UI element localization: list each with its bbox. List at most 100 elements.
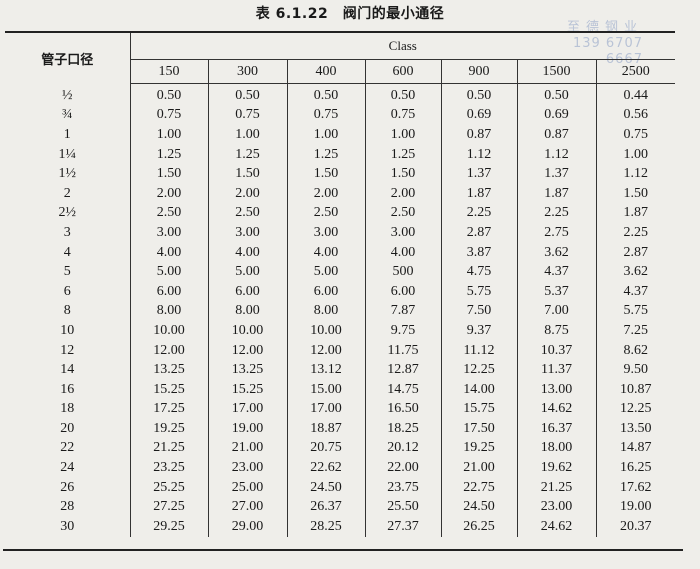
pipe-size-cell: 10: [60, 322, 75, 338]
bore-value-cell: 1.37: [516, 164, 596, 184]
bore-value-cell: 10.00: [129, 321, 208, 341]
bore-value-cell: 5.37: [516, 281, 596, 302]
table-row: 26 25.25 25.00 24.50 23.75 22.75 21.25 17.62: [5, 477, 675, 498]
bore-value-cell: 5.75: [440, 281, 517, 302]
bore-value-cell: 2.87: [440, 223, 517, 243]
bore-value-cell: 2.50: [286, 203, 365, 224]
bore-value-cell: 0.75: [286, 105, 365, 126]
bore-value-cell: 29.25: [129, 517, 208, 537]
top-rule: [5, 31, 675, 33]
min-bore-table: 管子口径 Class 150 300 400 600 900 1500 2500 ½ 0.50…: [5, 33, 675, 537]
bore-value-cell: 1.12: [516, 144, 596, 165]
bore-value-cell: 0.44: [595, 83, 675, 106]
table-row: 22 21.25 21.00 20.75 20.12 19.25 18.00 14.87: [5, 438, 675, 459]
bore-value-cell: 4.37: [595, 281, 675, 302]
table-row: 14 13.25 13.25 13.12 12.87 12.25 11.37 9.50: [5, 360, 675, 380]
bore-value-cell: 25.25: [129, 477, 208, 498]
bore-value-cell: 8.00: [207, 301, 287, 322]
bore-value-cell: 25.50: [364, 497, 441, 518]
bore-value-cell: 1.00: [286, 125, 365, 145]
bore-value-cell: 0.69: [516, 105, 596, 126]
bore-value-cell: 24.50: [286, 477, 365, 498]
bore-value-cell: 9.37: [440, 321, 517, 341]
bore-value-cell: 2.25: [440, 203, 517, 224]
bore-value-cell: 0.50: [207, 83, 287, 106]
bore-value-cell: 1.25: [286, 144, 365, 165]
bore-value-cell: 23.25: [129, 458, 208, 478]
bore-value-cell: 14.62: [516, 399, 596, 420]
bore-value-cell: 12.25: [440, 360, 517, 380]
class-600-header: 600: [364, 59, 441, 84]
bore-value-cell: 3.00: [207, 223, 287, 243]
pipe-size-cell: 22: [60, 440, 75, 456]
bore-value-cell: 17.62: [595, 477, 675, 498]
bore-value-cell: 3.00: [364, 223, 441, 243]
pipe-size-cell: 16: [60, 381, 75, 397]
bore-value-cell: 10.37: [516, 340, 596, 361]
table-row: ½ 0.50 0.50 0.50 0.50 0.50 0.50 0.44: [5, 83, 675, 106]
bore-value-cell: 2.50: [207, 203, 287, 224]
bore-value-cell: 6.00: [129, 281, 208, 302]
bore-value-cell: 6.00: [286, 281, 365, 302]
bore-value-cell: 11.75: [364, 340, 441, 361]
bore-value-cell: 6.00: [364, 281, 441, 302]
bore-value-cell: 4.37: [516, 262, 596, 282]
bore-value-cell: 7.50: [440, 301, 517, 322]
bore-value-cell: 16.25: [595, 458, 675, 478]
bore-value-cell: 3.87: [440, 242, 517, 263]
pipe-size-cell: 3: [63, 224, 71, 240]
bore-value-cell: 27.00: [207, 497, 287, 518]
pipe-size-cell: 2: [63, 185, 71, 201]
bore-value-cell: 27.25: [129, 497, 208, 518]
bore-value-cell: 1.50: [207, 164, 287, 184]
bore-value-cell: 15.00: [286, 379, 365, 400]
table-row: 28 27.25 27.00 26.37 25.50 24.50 23.00 19.00: [5, 497, 675, 518]
table-row: 18 17.25 17.00 17.00 16.50 15.75 14.62 12.25: [5, 399, 675, 420]
bore-value-cell: 22.00: [364, 458, 441, 478]
bore-value-cell: 13.50: [595, 419, 675, 439]
bore-value-cell: 2.00: [129, 183, 208, 204]
bore-value-cell: 1.00: [364, 125, 441, 145]
bore-value-cell: 6.00: [207, 281, 287, 302]
bore-value-cell: 24.50: [440, 497, 517, 518]
bore-value-cell: 2.87: [595, 242, 675, 263]
class-1500-header: 1500: [516, 59, 596, 84]
table-row: 24 23.25 23.00 22.62 22.00 21.00 19.62 16.25: [5, 458, 675, 478]
bore-value-cell: 19.25: [440, 438, 517, 459]
bore-value-cell: 25.00: [207, 477, 287, 498]
table-row: 2 2.00 2.00 2.00 2.00 1.87 1.87 1.50: [5, 183, 675, 204]
bore-value-cell: 8.00: [129, 301, 208, 322]
bore-value-cell: 23.00: [207, 458, 287, 478]
pipe-size-cell: 26: [60, 479, 75, 495]
bore-value-cell: 21.25: [129, 438, 208, 459]
bore-value-cell: 5.00: [286, 262, 365, 282]
bore-value-cell: 12.00: [286, 340, 365, 361]
bore-value-cell: 10.87: [595, 379, 675, 400]
pipe-size-header: 管子口径: [41, 52, 94, 68]
bottom-rule: [3, 549, 683, 551]
bore-value-cell: 22.75: [440, 477, 517, 498]
bore-value-cell: 9.75: [364, 321, 441, 341]
bore-value-cell: 27.37: [364, 517, 441, 537]
bore-value-cell: 0.87: [440, 125, 517, 145]
bore-value-cell: 17.00: [207, 399, 287, 420]
bore-value-cell: 24.62: [516, 517, 596, 537]
bore-value-cell: 8.75: [516, 321, 596, 341]
bore-value-cell: 1.00: [595, 144, 675, 165]
bore-value-cell: 0.69: [440, 105, 517, 126]
pipe-size-cell: 1¼: [58, 146, 77, 162]
bore-value-cell: 0.75: [129, 105, 208, 126]
bore-value-cell: 15.25: [207, 379, 287, 400]
bore-value-cell: 21.00: [207, 438, 287, 459]
table-row: 3 3.00 3.00 3.00 3.00 2.87 2.75 2.25: [5, 223, 675, 243]
table-row: 2½ 2.50 2.50 2.50 2.50 2.25 2.25 1.87: [5, 203, 675, 224]
bore-value-cell: 14.75: [364, 379, 441, 400]
table-row: 10 10.00 10.00 10.00 9.75 9.37 8.75 7.25: [5, 321, 675, 341]
bore-value-cell: 1.87: [440, 183, 517, 204]
bore-value-cell: 2.75: [516, 223, 596, 243]
table-row: 16 15.25 15.25 15.00 14.75 14.00 13.00 10.87: [5, 379, 675, 400]
bore-value-cell: 22.62: [286, 458, 365, 478]
pipe-size-cell: 30: [60, 518, 75, 534]
bore-value-cell: 4.00: [364, 242, 441, 263]
bore-value-cell: 0.75: [364, 105, 441, 126]
